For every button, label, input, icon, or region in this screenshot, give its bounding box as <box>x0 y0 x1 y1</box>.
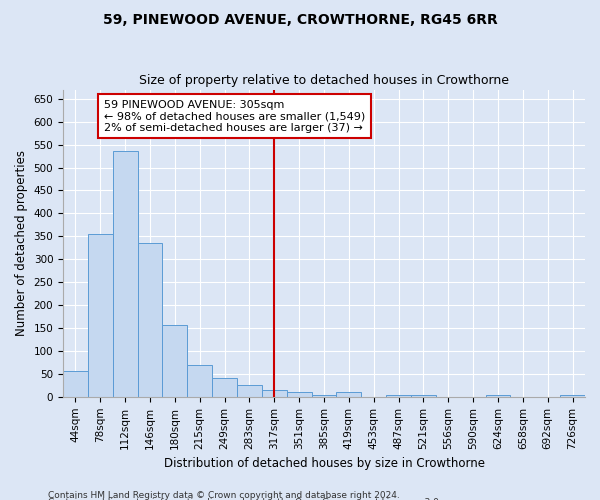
Bar <box>411 394 436 397</box>
Bar <box>485 394 511 397</box>
Text: Contains HM Land Registry data © Crown copyright and database right 2024.: Contains HM Land Registry data © Crown c… <box>48 490 400 500</box>
Bar <box>63 370 88 397</box>
Title: Size of property relative to detached houses in Crowthorne: Size of property relative to detached ho… <box>139 74 509 87</box>
Bar <box>163 325 187 397</box>
Y-axis label: Number of detached properties: Number of detached properties <box>15 150 28 336</box>
Bar <box>137 243 163 397</box>
Bar <box>212 378 237 397</box>
Bar <box>237 385 262 397</box>
X-axis label: Distribution of detached houses by size in Crowthorne: Distribution of detached houses by size … <box>164 457 485 470</box>
Bar <box>560 394 585 397</box>
Bar <box>287 392 311 397</box>
Bar <box>337 392 361 397</box>
Bar <box>386 394 411 397</box>
Bar <box>187 364 212 397</box>
Text: Contains public sector information licensed under the Open Government Licence v3: Contains public sector information licen… <box>48 498 442 500</box>
Bar <box>88 234 113 397</box>
Bar <box>311 394 337 397</box>
Bar <box>262 390 287 397</box>
Bar <box>113 152 137 397</box>
Text: 59, PINEWOOD AVENUE, CROWTHORNE, RG45 6RR: 59, PINEWOOD AVENUE, CROWTHORNE, RG45 6R… <box>103 12 497 26</box>
Text: 59 PINEWOOD AVENUE: 305sqm
← 98% of detached houses are smaller (1,549)
2% of se: 59 PINEWOOD AVENUE: 305sqm ← 98% of deta… <box>104 100 365 133</box>
